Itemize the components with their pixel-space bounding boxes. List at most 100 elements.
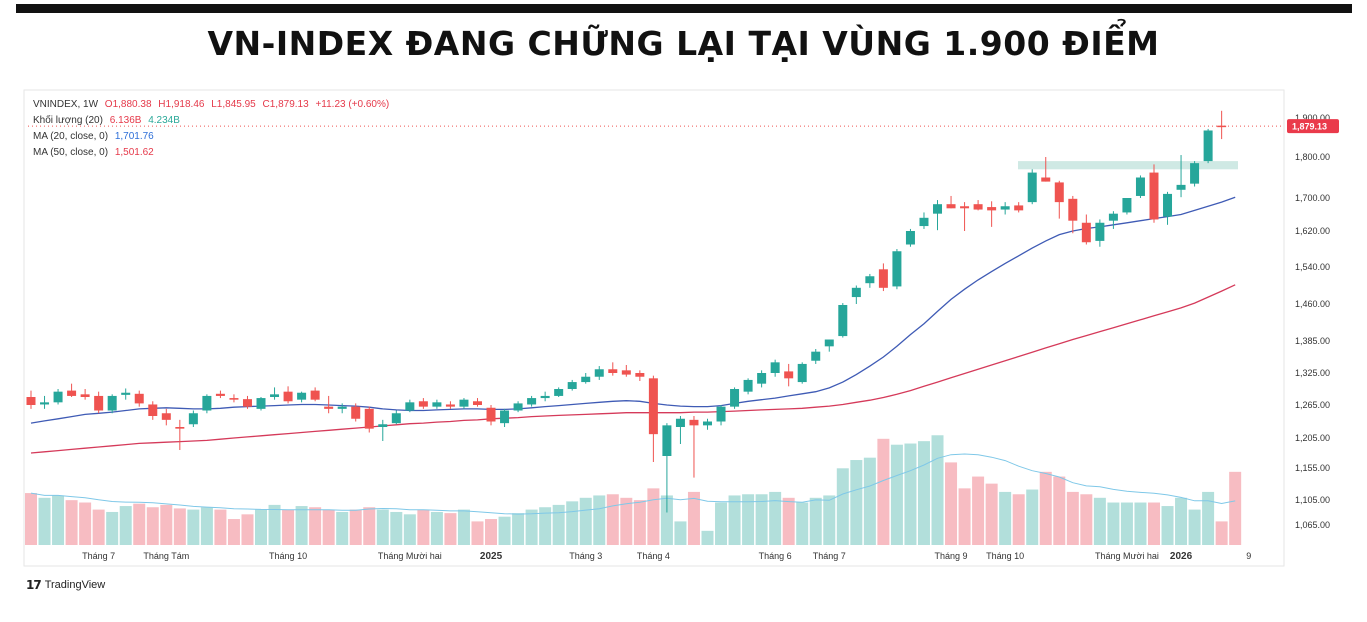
volume-bar <box>1161 506 1174 545</box>
volume-bar <box>1107 502 1120 545</box>
x-tick-label: Tháng Tám <box>143 551 189 561</box>
volume-bar <box>1039 471 1052 545</box>
volume-bar <box>106 511 119 545</box>
volume-bar <box>633 500 646 545</box>
volume-bar <box>890 444 903 545</box>
candle-body <box>1108 213 1118 221</box>
volume-bar <box>796 502 809 545</box>
candle-body <box>1176 184 1186 190</box>
candle-body <box>554 389 564 396</box>
volume-bar <box>457 509 470 545</box>
volume-bar <box>823 495 836 545</box>
volume-bar <box>917 441 930 545</box>
volume-bar <box>782 497 795 545</box>
legend-ma50-row: MA (50, close, 0) 1,501.62 <box>33 145 393 161</box>
volume-bar <box>1066 491 1079 545</box>
volume-bar <box>255 509 268 545</box>
candle-body <box>472 401 482 405</box>
volume-bar <box>1012 494 1025 545</box>
candle-body <box>1081 222 1091 243</box>
candle-body <box>770 362 780 373</box>
x-tick-label: Tháng 3 <box>569 551 602 561</box>
candle-body <box>730 389 740 407</box>
x-tick-label: Tháng Mười hai <box>1095 551 1159 561</box>
volume-bar <box>227 519 240 545</box>
resistance-zone-layer <box>28 125 1284 170</box>
volume-bar <box>512 513 525 545</box>
candle-body <box>324 406 334 409</box>
volume-ma-line <box>30 453 1236 515</box>
volume-bar <box>755 494 768 545</box>
volume-bar <box>390 511 403 545</box>
volume-bar <box>38 497 51 545</box>
volume-bar <box>200 507 213 545</box>
volume-bar <box>972 476 985 545</box>
volume-bar <box>728 495 741 545</box>
candle-body <box>391 413 401 424</box>
volume-bar <box>295 506 308 545</box>
volume-bar <box>1093 497 1106 545</box>
candle-body <box>905 231 915 245</box>
volume-bar <box>282 509 295 545</box>
legend-symbol: VNINDEX, 1W <box>33 99 99 110</box>
legend-ma20-row: MA (20, close, 0) 1,701.76 <box>33 129 393 145</box>
candle-body <box>445 404 455 407</box>
volume-bar <box>566 501 579 545</box>
volume-bar <box>877 438 890 545</box>
candle-body <box>811 351 821 361</box>
volume-bar <box>999 491 1012 545</box>
candle-body <box>689 419 699 426</box>
candle-body <box>1041 177 1051 182</box>
legend-volume-label: Khối lượng (20) <box>33 115 103 126</box>
candle-body <box>107 395 117 411</box>
candle-body <box>594 369 604 377</box>
tradingview-logo-icon: 17 <box>26 578 42 592</box>
candle-body <box>1135 177 1145 196</box>
volume-bar <box>715 502 728 545</box>
volume-bar <box>25 493 37 545</box>
volume-bar <box>1080 494 1093 545</box>
y-tick-label: 1,620.00 <box>1295 226 1330 236</box>
legend-ma20-value: 1,701.76 <box>114 131 154 142</box>
volume-bar <box>485 519 498 545</box>
legend-volume-row: Khối lượng (20) 6.136B 4.234B <box>33 113 393 129</box>
legend-open: O1,880.38 <box>104 99 152 110</box>
candle-body <box>784 371 794 379</box>
candle-body <box>337 406 347 409</box>
volume-bar <box>742 494 755 545</box>
volume-bar <box>363 507 376 545</box>
volume-bar <box>850 460 863 545</box>
volume-layer <box>25 435 1242 545</box>
candle-body <box>1149 172 1159 220</box>
candle-body <box>797 363 807 383</box>
candle-body <box>283 391 293 402</box>
volume-bar <box>674 521 687 545</box>
candle-body <box>878 269 888 288</box>
candle-body <box>270 394 280 397</box>
candle-body <box>229 398 239 400</box>
volume-bar <box>214 509 227 545</box>
candle-body <box>161 413 171 420</box>
x-tick-label: Tháng 4 <box>637 551 670 561</box>
volume-bar <box>1053 476 1066 545</box>
candle-body <box>919 217 929 227</box>
y-tick-label: 1,900.00 <box>1295 113 1330 123</box>
x-tick-label: Tháng 9 <box>935 551 968 561</box>
candle-body <box>432 402 442 407</box>
candle-body <box>202 395 212 411</box>
volume-bar <box>336 511 349 545</box>
candle-body <box>1000 206 1010 210</box>
candle-body <box>1122 198 1132 213</box>
volume-bar <box>268 504 281 545</box>
candle-body <box>567 382 577 389</box>
ma50-line <box>30 284 1236 454</box>
candle-body <box>175 427 185 429</box>
legend-ohlc-row: VNINDEX, 1W O1,880.38 H1,918.46 L1,845.9… <box>33 97 393 113</box>
x-tick-label: 9 <box>1246 551 1251 561</box>
volume-bar <box>593 495 606 545</box>
volume-bar <box>836 468 849 545</box>
volume-bar <box>687 491 700 545</box>
volume-bar <box>1229 471 1242 545</box>
volume-bar <box>769 491 782 545</box>
